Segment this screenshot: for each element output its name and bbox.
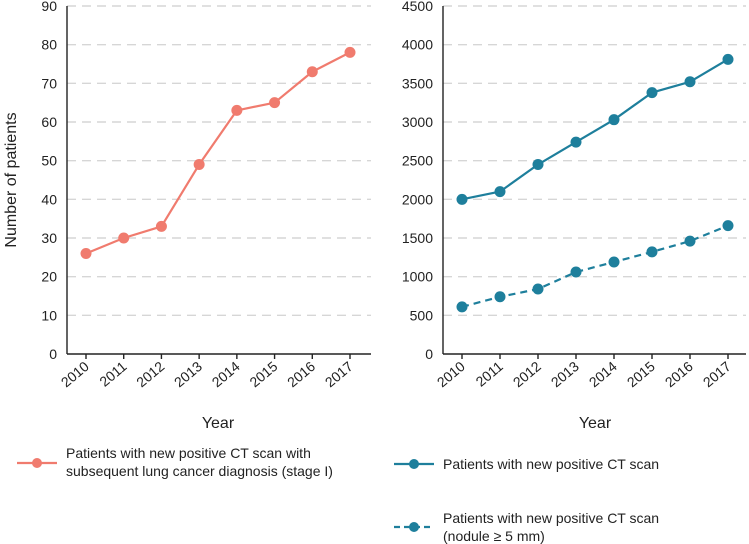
data-point xyxy=(684,235,696,247)
x-tick-label: 2013 xyxy=(171,358,205,390)
data-point xyxy=(532,283,544,295)
data-point xyxy=(608,114,620,126)
data-point xyxy=(80,247,92,259)
y-tick-label: 500 xyxy=(410,307,434,323)
y-tick-label: 0 xyxy=(49,346,57,362)
legend-marker xyxy=(32,458,42,468)
x-tick-label: 2011 xyxy=(473,358,507,390)
y-tick-label: 0 xyxy=(425,346,433,362)
y-tick-label: 10 xyxy=(41,307,57,323)
y-tick-label: 4000 xyxy=(402,37,433,53)
data-point xyxy=(456,301,468,313)
y-tick-label: 20 xyxy=(41,269,57,285)
x-tick-label: 2017 xyxy=(322,358,356,390)
legend-label: (nodule ≥ 5 mm) xyxy=(443,528,545,544)
y-tick-label: 2500 xyxy=(402,153,433,169)
legend-marker xyxy=(409,459,419,469)
series-line xyxy=(461,58,729,201)
y-tick-label: 1000 xyxy=(402,269,433,285)
data-point xyxy=(231,104,243,116)
legend-label: Patients with new positive CT scan xyxy=(443,510,659,526)
y-tick-label: 70 xyxy=(41,75,57,91)
series-line xyxy=(461,224,729,308)
legend-label: Patients with new positive CT scan xyxy=(443,456,659,472)
data-point xyxy=(722,53,734,65)
data-point xyxy=(118,232,130,244)
legend: Patients with new positive CT scan with s… xyxy=(17,445,659,544)
data-point xyxy=(155,220,167,232)
y-tick-label: 90 xyxy=(41,0,57,14)
x-tick-label: 2014 xyxy=(586,358,620,390)
x-tick-label: 2012 xyxy=(133,358,167,390)
y-tick-label: 60 xyxy=(41,114,57,130)
data-point xyxy=(344,46,356,58)
y-tick-label: 80 xyxy=(41,37,57,53)
data-point xyxy=(494,186,506,198)
y-tick-label: 2000 xyxy=(402,191,433,207)
y-tick-label: 1500 xyxy=(402,230,433,246)
x-tick-label: 2013 xyxy=(548,358,582,390)
legend-label: subsequent lung cancer diagnosis (stage … xyxy=(66,463,333,479)
x-tick-label: 2017 xyxy=(700,358,734,390)
data-point xyxy=(456,193,468,205)
data-point xyxy=(193,159,205,171)
right-chart-panel: 0 500 1000 1500 2000 2500 3000 3500 4000 4500 2010… xyxy=(402,0,746,432)
x-tick-label: 2016 xyxy=(284,358,318,390)
x-tick-label: 2016 xyxy=(662,358,696,390)
series-line xyxy=(85,51,351,255)
data-point xyxy=(494,291,506,303)
x-axis-title: Year xyxy=(579,415,612,432)
x-tick-label: 2015 xyxy=(246,358,280,390)
data-point xyxy=(269,97,281,109)
y-axis-title: Number of patients xyxy=(3,112,20,247)
y-tick-label: 4500 xyxy=(402,0,433,14)
data-point xyxy=(532,159,544,171)
data-point xyxy=(646,246,658,258)
data-point xyxy=(684,76,696,88)
data-point xyxy=(646,87,658,99)
data-point xyxy=(570,136,582,148)
y-tick-label: 50 xyxy=(41,153,57,169)
x-tick-label: 2010 xyxy=(58,358,92,390)
data-point xyxy=(306,66,318,78)
data-point xyxy=(608,256,620,268)
x-tick-label: 2010 xyxy=(434,358,468,390)
legend-label: Patients with new positive CT scan with xyxy=(66,445,311,461)
y-tick-label: 3500 xyxy=(402,75,433,91)
y-tick-label: 40 xyxy=(41,191,57,207)
x-tick-label: 2012 xyxy=(510,358,544,390)
data-point xyxy=(570,266,582,278)
x-tick-label: 2015 xyxy=(624,358,658,390)
x-tick-label: 2014 xyxy=(209,358,243,390)
x-tick-label: 2011 xyxy=(96,358,130,390)
legend-marker xyxy=(409,522,419,532)
y-tick-label: 30 xyxy=(41,230,57,246)
x-axis-title: Year xyxy=(202,415,235,432)
y-tick-label: 3000 xyxy=(402,114,433,130)
data-point xyxy=(722,220,734,232)
